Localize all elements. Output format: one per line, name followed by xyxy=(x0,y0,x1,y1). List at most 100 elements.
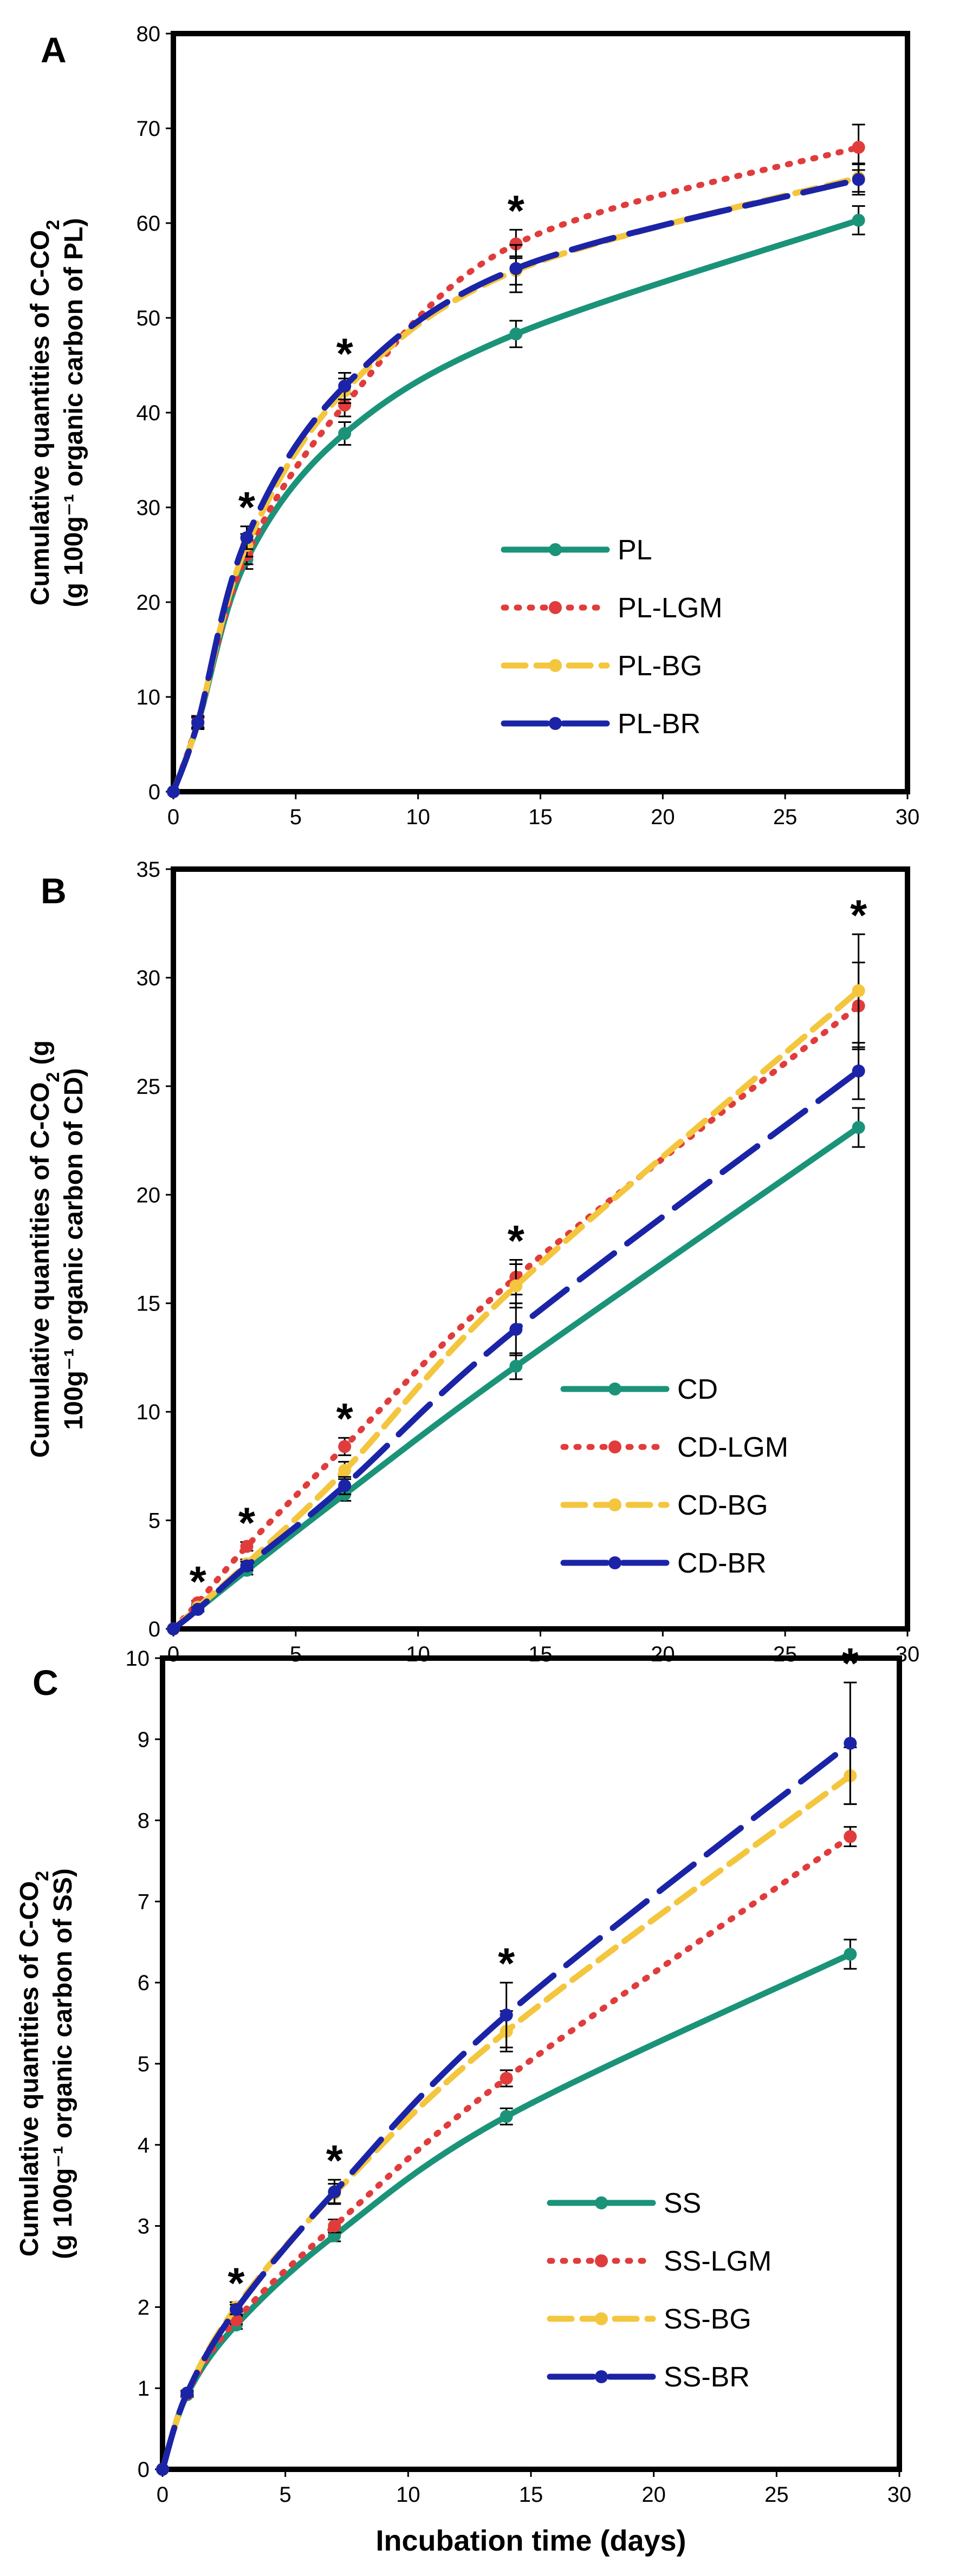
series-line xyxy=(170,177,862,795)
data-point xyxy=(338,427,352,440)
data-point xyxy=(156,2463,169,2476)
significance-star: * xyxy=(850,891,867,939)
x-axis-label: Incubation time (days) xyxy=(375,2525,686,2557)
significance-star: * xyxy=(508,186,525,234)
x-tick-label: 0 xyxy=(167,805,179,829)
significance-star: * xyxy=(190,1557,207,1606)
data-point xyxy=(509,237,523,251)
data-point xyxy=(240,1559,254,1573)
series-line xyxy=(170,1003,862,1632)
x-tick-label: 10 xyxy=(396,2483,420,2507)
series-ss-lgm xyxy=(156,1826,857,2476)
x-tick-label: 0 xyxy=(167,1642,179,1666)
x-tick-label: 25 xyxy=(773,805,798,829)
series-line xyxy=(159,1740,853,2473)
legend-label: PL-BG xyxy=(618,650,702,682)
x-tick-label: 20 xyxy=(651,805,675,829)
legend-swatch-marker xyxy=(595,2254,608,2267)
legend-label: SS-LGM xyxy=(664,2246,772,2277)
legend-swatch-marker xyxy=(595,2312,608,2325)
legend-swatch-marker xyxy=(608,1498,621,1511)
significance-star: * xyxy=(508,1217,525,1265)
y-tick-label: 80 xyxy=(137,22,161,46)
data-point xyxy=(852,173,865,186)
data-point xyxy=(844,1737,857,1750)
legend-label: PL xyxy=(618,534,652,566)
data-point xyxy=(328,2185,341,2199)
y-axis-label: Cumulative quantities of C-CO2 (g100g⁻¹ … xyxy=(26,1040,88,1458)
plot-frame xyxy=(171,31,910,794)
y-tick-label: 50 xyxy=(137,306,161,330)
legend-label: PL-LGM xyxy=(618,592,723,624)
legend-swatch-marker xyxy=(608,1440,621,1453)
series-cd-br xyxy=(167,1042,865,1635)
significance-star: * xyxy=(842,1639,859,1687)
y-tick-label: 30 xyxy=(137,966,161,990)
y-tick-label: 1 xyxy=(138,2377,150,2401)
y-tick-label: 20 xyxy=(137,1183,161,1207)
legend-label: CD-LGM xyxy=(677,1432,788,1463)
data-point xyxy=(230,2303,243,2316)
series-line xyxy=(170,987,862,1632)
data-point xyxy=(844,1830,857,1843)
significance-star: * xyxy=(238,483,256,531)
y-tick-label: 70 xyxy=(137,117,161,141)
x-tick-label: 15 xyxy=(528,805,553,829)
x-tick-label: 5 xyxy=(280,2483,291,2507)
series-pl xyxy=(167,205,865,798)
panel-letter: B xyxy=(41,871,67,911)
data-point xyxy=(852,984,865,997)
x-tick-label: 5 xyxy=(290,1642,302,1666)
data-point xyxy=(240,1540,254,1553)
y-tick-label: 30 xyxy=(137,496,161,520)
legend-label: CD-BR xyxy=(677,1548,767,1579)
data-point xyxy=(852,1121,865,1134)
y-tick-label: 25 xyxy=(137,1075,161,1099)
data-point xyxy=(191,716,205,729)
data-point xyxy=(509,327,523,341)
significance-star: * xyxy=(336,1394,354,1443)
y-tick-label: 10 xyxy=(126,1647,150,1671)
y-tick-label: 0 xyxy=(148,1618,160,1641)
data-point xyxy=(338,380,352,393)
data-point xyxy=(338,1464,352,1477)
significance-star: * xyxy=(336,330,354,378)
y-tick-label: 0 xyxy=(138,2458,150,2482)
y-tick-label: 9 xyxy=(138,1728,150,1752)
panel-a: A 0 10 20 30 40 50 60 70 80 0 5 10 15 20 25 30 Cumulative… xyxy=(26,22,919,829)
legend-swatch-marker xyxy=(549,601,562,614)
data-point xyxy=(338,1440,352,1453)
legend: SS SS-LGM SS-BG SS-BR xyxy=(547,2188,772,2393)
data-point xyxy=(500,2071,513,2085)
series-line xyxy=(170,217,862,795)
data-point xyxy=(509,1322,523,1336)
legend-label: SS-BR xyxy=(664,2362,750,2393)
data-point xyxy=(500,2008,513,2022)
series-cd-bg xyxy=(167,933,865,1635)
series-ss-br xyxy=(156,1681,857,2476)
x-tick-label: 0 xyxy=(157,2483,168,2507)
series-line xyxy=(170,144,862,795)
y-tick-label: 8 xyxy=(138,1809,150,1833)
legend-label: CD-BG xyxy=(677,1490,768,1521)
y-tick-label: 6 xyxy=(138,1971,150,1995)
x-tick-label: 25 xyxy=(773,1642,798,1666)
data-point xyxy=(852,1064,865,1078)
x-tick-label: 25 xyxy=(764,2483,789,2507)
legend-label: SS xyxy=(664,2188,701,2219)
legend-label: CD xyxy=(677,1374,718,1405)
data-point xyxy=(338,399,352,412)
x-tick-label: 20 xyxy=(651,1642,675,1666)
data-point xyxy=(852,141,865,154)
x-tick-label: 5 xyxy=(290,805,302,829)
panel-letter: A xyxy=(41,30,67,70)
data-point xyxy=(180,2386,194,2400)
y-tick-label: 5 xyxy=(148,1509,160,1533)
data-point xyxy=(167,1622,180,1635)
legend-swatch-marker xyxy=(549,543,562,556)
panel-c: C 0 1 2 3 4 5 6 7 8 9 10 0 5 10 15 20 25 30 Cumulative quan… xyxy=(15,1639,911,2557)
x-tick-label: 30 xyxy=(887,2483,912,2507)
legend-swatch-marker xyxy=(595,2196,608,2209)
data-point xyxy=(500,2110,513,2123)
